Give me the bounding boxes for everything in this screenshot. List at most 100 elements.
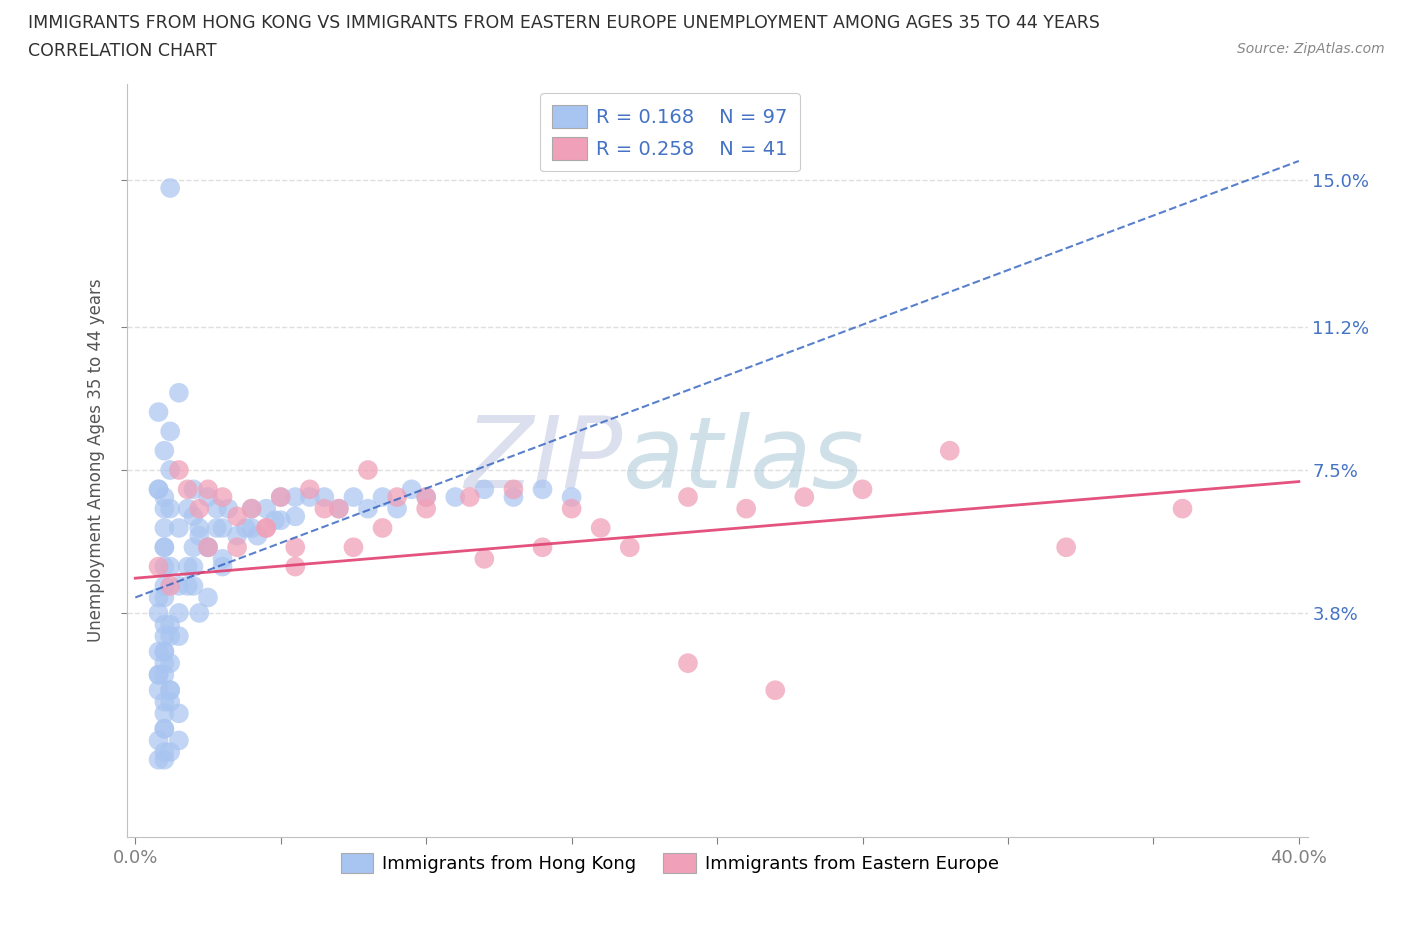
Point (531, 482, 554, 497)
Point (176, 578, 198, 593)
Point (188, 501, 211, 516)
Point (153, 444, 176, 458)
Point (148, 482, 170, 497)
Point (472, 482, 495, 497)
Point (167, 462, 190, 477)
Point (148, 644, 170, 659)
Point (167, 578, 190, 593)
Point (159, 559, 181, 574)
Point (197, 482, 219, 497)
Point (217, 501, 239, 516)
Point (342, 539, 364, 554)
Point (159, 424, 181, 439)
Point (153, 590, 176, 604)
Point (159, 462, 181, 477)
Text: IMMIGRANTS FROM HONG KONG VS IMMIGRANTS FROM EASTERN EUROPE UNEMPLOYMENT AMONG A: IMMIGRANTS FROM HONG KONG VS IMMIGRANTS … (28, 14, 1099, 32)
Point (342, 489, 364, 504)
Point (254, 521, 277, 536)
Point (153, 722, 176, 737)
Point (148, 683, 170, 698)
Point (589, 521, 612, 536)
Point (458, 489, 481, 504)
Point (226, 539, 249, 554)
Point (211, 521, 233, 536)
Point (153, 629, 176, 644)
Point (188, 605, 211, 620)
Point (153, 752, 176, 767)
Point (357, 501, 380, 516)
Point (676, 656, 699, 671)
Point (211, 559, 233, 574)
Point (183, 482, 205, 497)
Point (385, 489, 408, 504)
Text: ZIP: ZIP (464, 412, 623, 509)
Point (502, 482, 524, 497)
Point (371, 489, 394, 504)
Point (153, 521, 176, 536)
Point (148, 405, 170, 419)
Point (314, 489, 336, 504)
Point (284, 539, 307, 554)
Point (235, 521, 257, 536)
Point (401, 482, 423, 497)
Point (176, 482, 198, 497)
Point (357, 462, 380, 477)
Point (197, 539, 219, 554)
Point (211, 489, 233, 504)
Point (159, 629, 181, 644)
Point (561, 489, 583, 504)
Point (284, 489, 307, 504)
Point (240, 521, 263, 536)
Point (148, 590, 170, 604)
Point (851, 482, 873, 497)
Point (167, 733, 190, 748)
Point (153, 578, 176, 593)
Point (153, 706, 176, 721)
Point (415, 489, 437, 504)
Point (270, 489, 292, 504)
Point (298, 482, 321, 497)
Point (159, 618, 181, 632)
Point (167, 385, 190, 400)
Point (148, 752, 170, 767)
Point (472, 551, 495, 566)
Point (188, 521, 211, 536)
Point (176, 559, 198, 574)
Point (153, 745, 176, 760)
Point (254, 521, 277, 536)
Point (148, 668, 170, 683)
Point (183, 539, 205, 554)
Point (763, 683, 786, 698)
Point (148, 559, 170, 574)
Point (153, 559, 176, 574)
Point (148, 733, 170, 748)
Point (254, 501, 277, 516)
Point (167, 521, 190, 536)
Point (188, 528, 211, 543)
Point (197, 539, 219, 554)
Point (226, 509, 249, 524)
Point (153, 656, 176, 671)
Point (264, 512, 287, 527)
Point (197, 590, 219, 604)
Point (153, 644, 176, 659)
Point (298, 489, 321, 504)
Point (159, 656, 181, 671)
Point (167, 706, 190, 721)
Point (153, 501, 176, 516)
Point (148, 668, 170, 683)
Point (246, 528, 269, 543)
Point (1171, 501, 1194, 516)
Point (153, 722, 176, 737)
Point (183, 578, 205, 593)
Point (284, 509, 307, 524)
Point (735, 501, 758, 516)
Point (153, 539, 176, 554)
Point (159, 180, 181, 195)
Point (153, 489, 176, 504)
Point (939, 444, 962, 458)
Point (415, 489, 437, 504)
Point (205, 521, 228, 536)
Point (385, 501, 408, 516)
Point (159, 501, 181, 516)
